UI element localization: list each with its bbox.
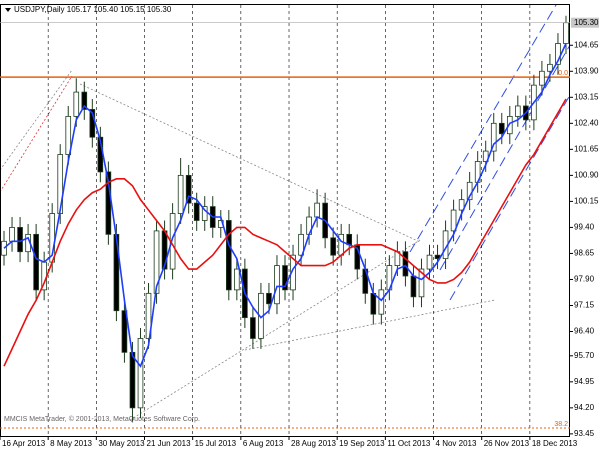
candle-body (498, 122, 505, 135)
candle-body (121, 310, 128, 353)
menu-arrow (5, 8, 11, 12)
candle-body (274, 265, 280, 305)
trend-line (129, 239, 421, 421)
candle-body (410, 275, 417, 298)
candle-body (450, 209, 457, 232)
trend-line (0, 75, 73, 193)
candle-body (137, 338, 144, 409)
y-tick-label: 101.65 (574, 144, 599, 153)
x-tick-label: 16 Apr 2013 (2, 439, 46, 448)
y-tick-label: 96.40 (574, 327, 595, 336)
candle-body (515, 105, 521, 117)
ma-line (3, 98, 567, 367)
y-tick-label: 103.90 (574, 66, 599, 75)
candle-body (338, 233, 345, 256)
candle-body (73, 91, 80, 117)
candle-body (225, 220, 232, 291)
price-box (571, 17, 599, 28)
plot-frame (0, 4, 570, 437)
candle-body (145, 292, 152, 339)
y-tick-label: 97.90 (574, 275, 595, 284)
candle-body (201, 206, 208, 221)
y-tick-label: 93.45 (574, 429, 595, 438)
candle-body (9, 227, 15, 242)
candle-body (250, 317, 256, 339)
trend-line (79, 83, 421, 243)
x-tick-label: 6 Aug 2013 (243, 439, 284, 448)
fibo-label: 0.0 (558, 70, 568, 77)
candle-body (330, 237, 336, 256)
candle-body (153, 230, 160, 294)
candle-body (547, 63, 553, 72)
y-tick-label: 100.15 (574, 197, 599, 206)
candle-body (193, 202, 200, 221)
y-tick-label: 94.95 (574, 377, 595, 386)
candle-body (426, 254, 433, 270)
trend-line (0, 69, 73, 171)
x-tick-label: 21 Jun 2013 (147, 439, 192, 448)
y-tick-label: 104.65 (574, 40, 599, 49)
fibo-label: 38.2 (554, 421, 568, 428)
price-label: 105.30 (574, 18, 599, 27)
candle-body (490, 122, 497, 152)
candle-body (539, 70, 545, 86)
drawn-objects (0, 4, 571, 421)
candle-body (458, 199, 465, 211)
x-tick-label: 15 Jul 2013 (195, 439, 237, 448)
candle-body (129, 351, 136, 409)
candle-body (418, 268, 425, 298)
x-tick-label: 30 May 2013 (98, 439, 145, 448)
x-tick-label: 28 Aug 2013 (291, 439, 336, 448)
channel-line (449, 94, 571, 301)
channel-line (409, 4, 557, 253)
watermark: MMCIS MetaTrader, © 2001-2013, MetaQuote… (4, 415, 200, 423)
x-tick-label: 26 Nov 2013 (484, 439, 530, 448)
x-tick-label: 4 Nov 2013 (436, 439, 477, 448)
y-tick-label: 95.70 (574, 351, 595, 360)
y-tick-label: 100.90 (574, 170, 599, 179)
candle-body (65, 115, 72, 155)
y-tick-label: 94.20 (574, 403, 595, 412)
candle-body (33, 233, 39, 291)
candle-body (314, 202, 320, 218)
chart-title: USDJPY,Daily 105.17 105.40 105.15 105.30 (14, 5, 172, 14)
candle-body (402, 251, 409, 277)
candle-body (17, 227, 23, 253)
y-tick-label: 103.15 (574, 92, 599, 101)
candle-body (234, 268, 240, 291)
trend-line (244, 299, 496, 351)
y-tick-label: 98.65 (574, 249, 595, 258)
x-tick-label: 11 Oct 2013 (387, 439, 431, 448)
x-tick-label: 19 Sep 2013 (339, 439, 385, 448)
ma-line (3, 43, 567, 368)
channel-line (439, 44, 571, 271)
x-tick-label: 18 Dec 2013 (532, 439, 578, 448)
y-tick-label: 97.15 (574, 301, 595, 310)
candle-body (266, 292, 272, 305)
candle-body (482, 150, 489, 162)
candle-body (298, 233, 304, 256)
candle-body (185, 174, 192, 204)
candle-body (282, 265, 288, 291)
y-tick-label: 102.40 (574, 118, 599, 127)
x-tick-label: 8 May 2013 (50, 439, 92, 448)
candle-body (81, 91, 88, 110)
candle-body (177, 174, 184, 214)
candle-body (563, 22, 569, 44)
candle-body (506, 115, 513, 135)
y-tick-label: 99.40 (574, 223, 595, 232)
candle-body (378, 289, 385, 315)
candle-body (370, 292, 377, 315)
